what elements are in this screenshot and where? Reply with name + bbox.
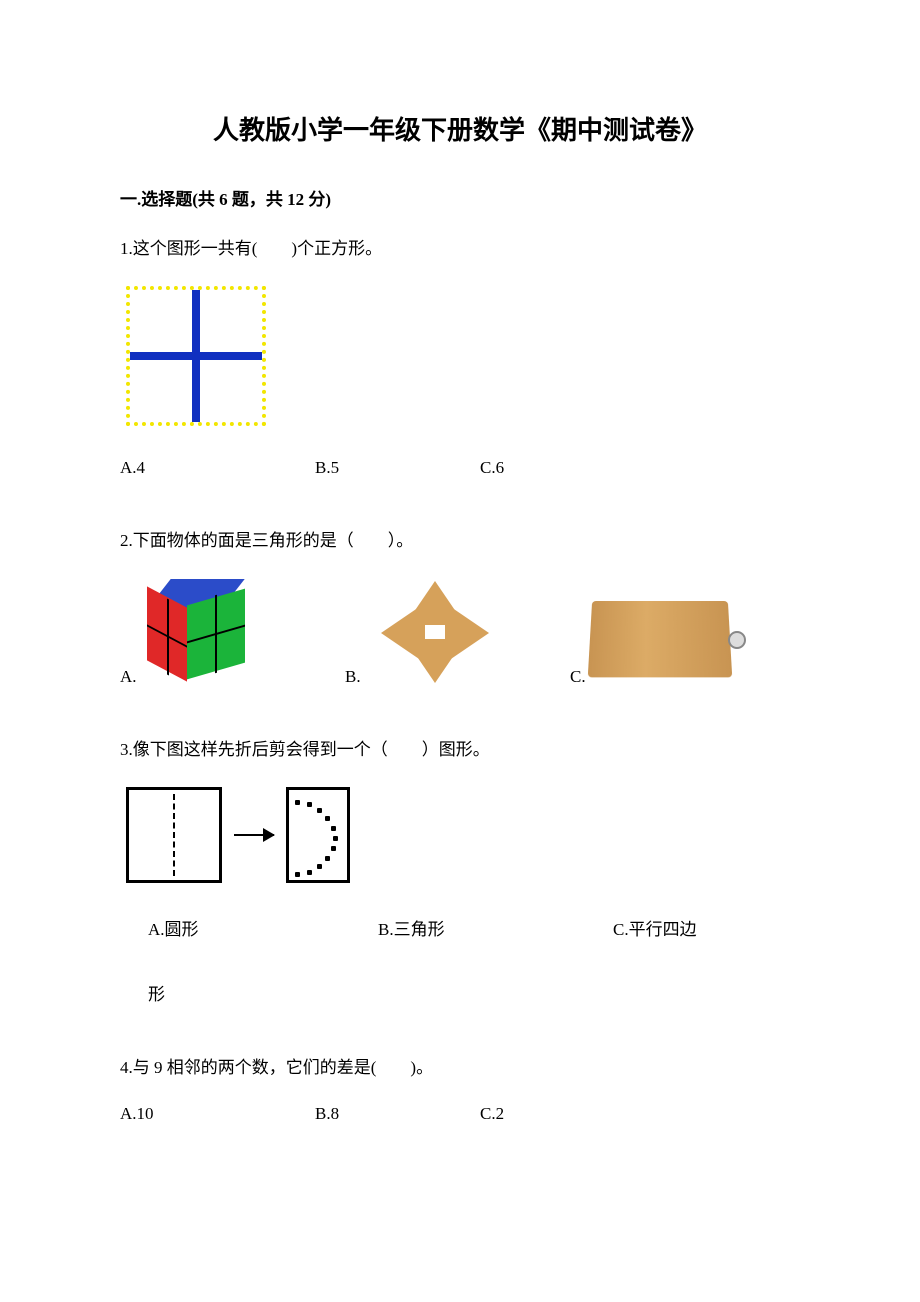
q1-option-a: A.4 xyxy=(120,458,315,478)
arrow-right-icon xyxy=(234,834,274,836)
q2-options-row: A. B. C. xyxy=(120,577,800,687)
q3-figure xyxy=(120,787,800,883)
question-3: 3.像下图这样先折后剪会得到一个（ ）图形。 xyxy=(120,737,800,1005)
q2-option-c: C. xyxy=(570,587,750,687)
q1-option-c: C.6 xyxy=(480,458,504,478)
q1-text: 1.这个图形一共有( )个正方形。 xyxy=(120,236,800,262)
q2-label-b: B. xyxy=(345,667,361,687)
q4-option-a: A.10 xyxy=(120,1104,315,1124)
q1-option-b: B.5 xyxy=(315,458,480,478)
q4-option-b: B.8 xyxy=(315,1104,480,1124)
q3-option-a: A.圆形 xyxy=(148,915,378,940)
q3-options: A.圆形 B.三角形 C.平行四边 xyxy=(120,915,800,940)
q4-options: A.10 B.8 C.2 xyxy=(120,1104,800,1124)
q3-fold-square xyxy=(126,787,222,883)
q3-dotted-arc xyxy=(293,798,341,878)
q1-figure xyxy=(120,286,800,426)
q3-option-c-line2: 形 xyxy=(120,980,800,1005)
q1-square-grid xyxy=(126,286,266,426)
q3-option-b: B.三角形 xyxy=(378,915,613,940)
q4-text: 4.与 9 相邻的两个数，它们的差是( )。 xyxy=(120,1055,800,1081)
question-2: 2.下面物体的面是三角形的是（ ）。 A. B. C. xyxy=(120,528,800,688)
q2-label-a: A. xyxy=(120,667,137,687)
page-title: 人教版小学一年级下册数学《期中测试卷》 xyxy=(120,110,800,147)
question-4: 4.与 9 相邻的两个数，它们的差是( )。 A.10 B.8 C.2 xyxy=(120,1055,800,1125)
question-1: 1.这个图形一共有( )个正方形。 A.4 B.5 C.6 xyxy=(120,236,800,478)
q3-cut-square xyxy=(286,787,350,883)
q1-options: A.4 B.5 C.6 xyxy=(120,458,800,478)
q2-label-c: C. xyxy=(570,667,586,687)
q2-option-b: B. xyxy=(345,577,570,687)
q2-option-a: A. xyxy=(120,577,345,687)
q2-text: 2.下面物体的面是三角形的是（ ）。 xyxy=(120,528,800,554)
cube-icon xyxy=(141,577,251,687)
q1-horizontal-line xyxy=(130,352,262,360)
triangle-cookies-icon xyxy=(365,577,505,687)
cutting-board-icon xyxy=(590,587,750,687)
section-heading: 一.选择题(共 6 题，共 12 分) xyxy=(120,185,800,210)
q3-text: 3.像下图这样先折后剪会得到一个（ ）图形。 xyxy=(120,737,800,763)
q3-option-c-line1: C.平行四边 xyxy=(613,915,697,940)
q4-option-c: C.2 xyxy=(480,1104,504,1124)
